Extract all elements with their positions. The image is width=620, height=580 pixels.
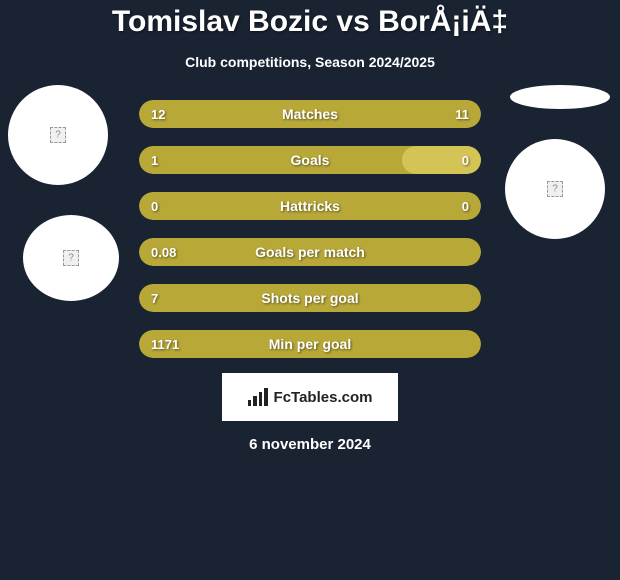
footer-date: 6 november 2024 [0, 436, 620, 453]
stat-row: 0.08 Goals per match [139, 238, 481, 266]
page-subtitle: Club competitions, Season 2024/2025 [0, 54, 620, 70]
broken-image-icon [547, 181, 563, 197]
player-left-club-logo [23, 215, 119, 301]
logo-area: FcTables.com [0, 373, 620, 421]
stat-label: Goals [291, 152, 330, 168]
stats-area: 12Matches111Goals00Hattricks00.08Goals p… [0, 100, 620, 358]
fctables-logo[interactable]: FcTables.com [222, 373, 398, 421]
stat-value-right: 11 [455, 107, 469, 122]
broken-image-icon [50, 127, 66, 143]
main-container: Tomislav Bozic vs BorÅ¡iÄ‡ Club competit… [0, 0, 620, 473]
stat-label: Min per goal [269, 336, 351, 352]
stat-row: 12 Matches 11 [139, 100, 481, 128]
stat-value-left: 12 [151, 107, 165, 122]
logo-chart-icon [248, 388, 268, 406]
stat-row: 7 Shots per goal [139, 284, 481, 312]
stat-bars: 12Matches111Goals00Hattricks00.08Goals p… [139, 100, 481, 358]
stat-value-right: 0 [462, 153, 469, 168]
stat-label: Hattricks [280, 198, 340, 214]
player-right-club-logo [505, 139, 605, 239]
stat-row: 1171 Min per goal [139, 330, 481, 358]
stat-value-left: 1 [151, 153, 158, 168]
stat-label: Matches [282, 106, 338, 122]
player-left-photo [8, 85, 108, 185]
stat-value-left: 1171 [151, 337, 179, 352]
player-right-photo [510, 85, 610, 109]
stat-value-left: 0.08 [151, 245, 176, 260]
player-right-images [510, 85, 610, 239]
page-title: Tomislav Bozic vs BorÅ¡iÄ‡ [0, 5, 620, 39]
stat-row: 1 Goals 0 [139, 146, 481, 174]
stat-label: Shots per goal [261, 290, 358, 306]
broken-image-icon [63, 250, 79, 266]
stat-value-left: 0 [151, 199, 158, 214]
logo-text: FcTables.com [274, 389, 373, 406]
stat-label: Goals per match [255, 244, 365, 260]
stat-value-left: 7 [151, 291, 158, 306]
stat-row: 0 Hattricks 0 [139, 192, 481, 220]
stat-value-right: 0 [462, 199, 469, 214]
player-left-images [8, 85, 119, 301]
